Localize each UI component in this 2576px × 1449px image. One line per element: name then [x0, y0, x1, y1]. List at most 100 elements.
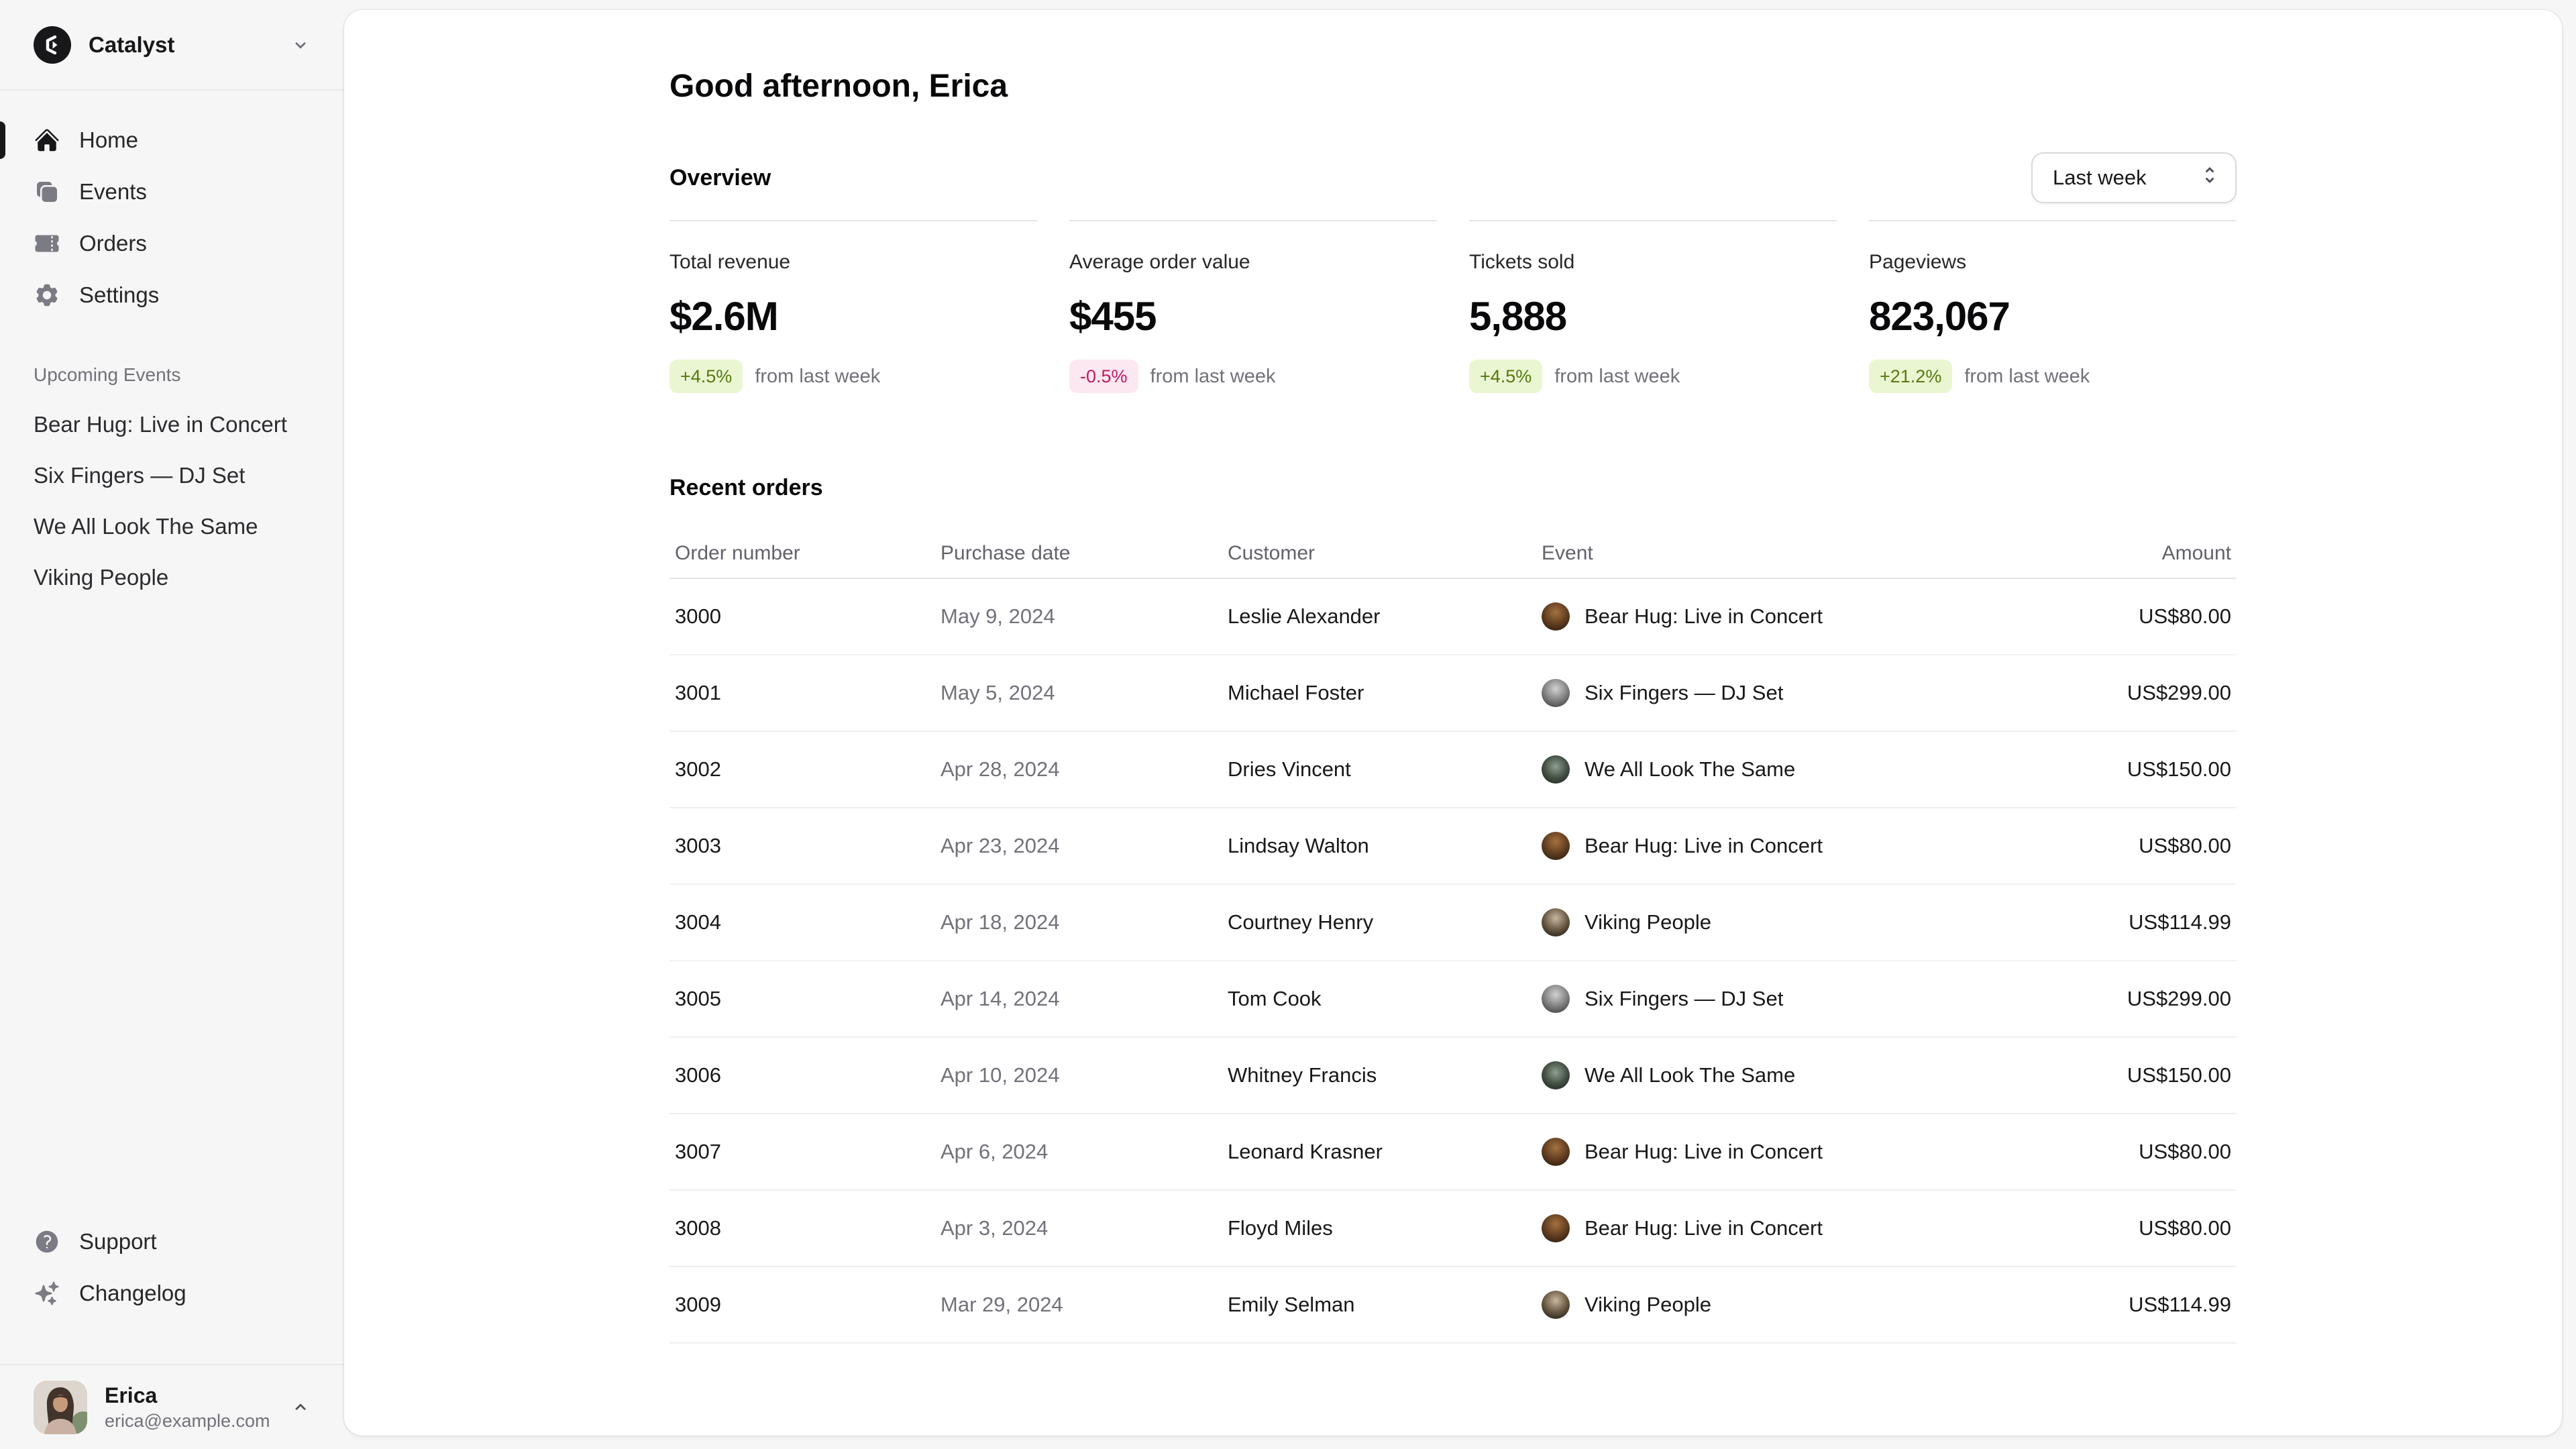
- stat-card: Pageviews 823,067 +21.2% from last week: [1869, 220, 2237, 393]
- order-row[interactable]: 3003 Apr 23, 2024 Lindsay Walton Bear Hu…: [669, 808, 2237, 885]
- event-name: Six Fingers — DJ Set: [1585, 681, 1784, 704]
- event-name: Bear Hug: Live in Concert: [1585, 604, 1823, 628]
- col-event: Event: [1536, 529, 2006, 579]
- amount-cell: US$80.00: [2006, 808, 2237, 885]
- sidebar-item-label: Settings: [79, 282, 160, 307]
- event-avatar: [1542, 832, 1570, 860]
- stat-value: 5,888: [1469, 294, 1567, 339]
- purchase-date-cell: Apr 6, 2024: [935, 1114, 1222, 1191]
- sparkles-icon: [34, 1280, 60, 1307]
- stat-change-badge: -0.5%: [1069, 360, 1138, 393]
- stat-card: Average order value $455 -0.5% from last…: [1069, 220, 1437, 393]
- event-name: Viking People: [1585, 1293, 1712, 1316]
- event-avatar: [1542, 908, 1570, 936]
- amount-cell: US$150.00: [2006, 1037, 2237, 1114]
- team-selector[interactable]: Catalyst: [0, 0, 344, 91]
- amount-cell: US$150.00: [2006, 731, 2237, 808]
- sidebar-item-settings[interactable]: Settings: [0, 270, 344, 321]
- amount-cell: US$80.00: [2006, 1114, 2237, 1191]
- question-mark-circle-icon: [34, 1228, 60, 1255]
- stat-note: from last week: [1150, 365, 1276, 387]
- upcoming-event-link[interactable]: We All Look The Same: [34, 514, 258, 539]
- main-card: Good afternoon, Erica Overview Last week…: [344, 10, 2562, 1436]
- event-avatar: [1542, 679, 1570, 707]
- customer-cell: Courtney Henry: [1222, 884, 1536, 961]
- stat-label: Pageviews: [1869, 251, 1967, 273]
- col-order-number: Order number: [669, 529, 935, 579]
- event-name: Bear Hug: Live in Concert: [1585, 834, 1823, 857]
- recent-orders-title: Recent orders: [669, 475, 823, 500]
- order-row[interactable]: 3004 Apr 18, 2024 Courtney Henry Viking …: [669, 884, 2237, 961]
- upcoming-event-link[interactable]: Six Fingers — DJ Set: [34, 463, 246, 488]
- stat-card: Tickets sold 5,888 +4.5% from last week: [1469, 220, 1837, 393]
- order-number-cell: 3001: [669, 655, 935, 732]
- order-number-cell: 3005: [669, 961, 935, 1038]
- event-name: Viking People: [1585, 910, 1712, 934]
- overview-stats: Total revenue $2.6M +4.5% from last week…: [669, 220, 2237, 393]
- period-select[interactable]: Last week: [2031, 152, 2237, 203]
- order-row[interactable]: 3007 Apr 6, 2024 Leonard Krasner Bear Hu…: [669, 1114, 2237, 1191]
- period-select-value: Last week: [2053, 166, 2147, 189]
- customer-cell: Whitney Francis: [1222, 1037, 1536, 1114]
- col-amount: Amount: [2006, 529, 2237, 579]
- stat-value: $455: [1069, 294, 1157, 339]
- sidebar-item-support[interactable]: Support: [0, 1216, 344, 1267]
- amount-cell: US$299.00: [2006, 961, 2237, 1038]
- sidebar: Catalyst Home Events Orders: [0, 0, 344, 1449]
- user-name: Erica: [105, 1383, 158, 1407]
- event-avatar: [1542, 1061, 1570, 1089]
- sidebar-item-changelog[interactable]: Changelog: [0, 1268, 344, 1319]
- order-number-cell: 3002: [669, 731, 935, 808]
- gear-icon: [34, 282, 60, 309]
- chevron-down-icon: [290, 35, 311, 55]
- stat-label: Tickets sold: [1469, 251, 1575, 273]
- upcoming-events-label: Upcoming Events: [34, 364, 181, 385]
- purchase-date-cell: Apr 28, 2024: [935, 731, 1222, 808]
- event-avatar: [1542, 602, 1570, 631]
- upcoming-event-link[interactable]: Viking People: [34, 565, 169, 590]
- order-number-cell: 3009: [669, 1267, 935, 1344]
- customer-cell: Dries Vincent: [1222, 731, 1536, 808]
- upcoming-event-link[interactable]: Bear Hug: Live in Concert: [34, 412, 287, 437]
- stat-note: from last week: [1554, 365, 1680, 387]
- stat-value: 823,067: [1869, 294, 2010, 339]
- stat-change-badge: +4.5%: [1469, 360, 1543, 393]
- purchase-date-cell: Apr 3, 2024: [935, 1190, 1222, 1267]
- order-number-cell: 3006: [669, 1037, 935, 1114]
- stat-value: $2.6M: [669, 294, 779, 339]
- chevron-up-down-icon: [2199, 164, 2220, 191]
- sidebar-item-label: Events: [79, 179, 147, 204]
- purchase-date-cell: Mar 29, 2024: [935, 1267, 1222, 1344]
- order-row[interactable]: 3008 Apr 3, 2024 Floyd Miles Bear Hug: L…: [669, 1190, 2237, 1267]
- order-row[interactable]: 3002 Apr 28, 2024 Dries Vincent We All L…: [669, 731, 2237, 808]
- col-customer: Customer: [1222, 529, 1536, 579]
- order-number-cell: 3000: [669, 578, 935, 655]
- user-menu[interactable]: Erica erica@example.com: [0, 1364, 344, 1449]
- event-name: We All Look The Same: [1585, 1063, 1796, 1087]
- sidebar-item-orders[interactable]: Orders: [0, 218, 344, 269]
- order-row[interactable]: 3005 Apr 14, 2024 Tom Cook Six Fingers —…: [669, 961, 2237, 1038]
- upcoming-events-list: Bear Hug: Live in Concert Six Fingers — D…: [0, 399, 344, 603]
- purchase-date-cell: May 9, 2024: [935, 578, 1222, 655]
- sidebar-item-label: Changelog: [79, 1281, 186, 1305]
- amount-cell: US$299.00: [2006, 655, 2237, 732]
- event-name: Bear Hug: Live in Concert: [1585, 1140, 1823, 1163]
- avatar: [34, 1380, 87, 1434]
- stat-card: Total revenue $2.6M +4.5% from last week: [669, 220, 1037, 393]
- order-row[interactable]: 3000 May 9, 2024 Leslie Alexander Bear H…: [669, 578, 2237, 655]
- event-name: Bear Hug: Live in Concert: [1585, 1216, 1823, 1240]
- sidebar-item-label: Orders: [79, 231, 147, 256]
- purchase-date-cell: Apr 14, 2024: [935, 961, 1222, 1038]
- sidebar-item-home[interactable]: Home: [0, 115, 344, 166]
- event-name: Six Fingers — DJ Set: [1585, 987, 1784, 1010]
- order-row[interactable]: 3001 May 5, 2024 Michael Foster Six Fing…: [669, 655, 2237, 732]
- sidebar-item-events[interactable]: Events: [0, 166, 344, 217]
- order-row[interactable]: 3009 Mar 29, 2024 Emily Selman Viking Pe…: [669, 1267, 2237, 1344]
- team-name: Catalyst: [89, 32, 175, 57]
- customer-cell: Tom Cook: [1222, 961, 1536, 1038]
- stat-note: from last week: [1964, 365, 2090, 387]
- purchase-date-cell: Apr 10, 2024: [935, 1037, 1222, 1114]
- customer-cell: Leonard Krasner: [1222, 1114, 1536, 1191]
- customer-cell: Michael Foster: [1222, 655, 1536, 732]
- order-row[interactable]: 3006 Apr 10, 2024 Whitney Francis We All…: [669, 1037, 2237, 1114]
